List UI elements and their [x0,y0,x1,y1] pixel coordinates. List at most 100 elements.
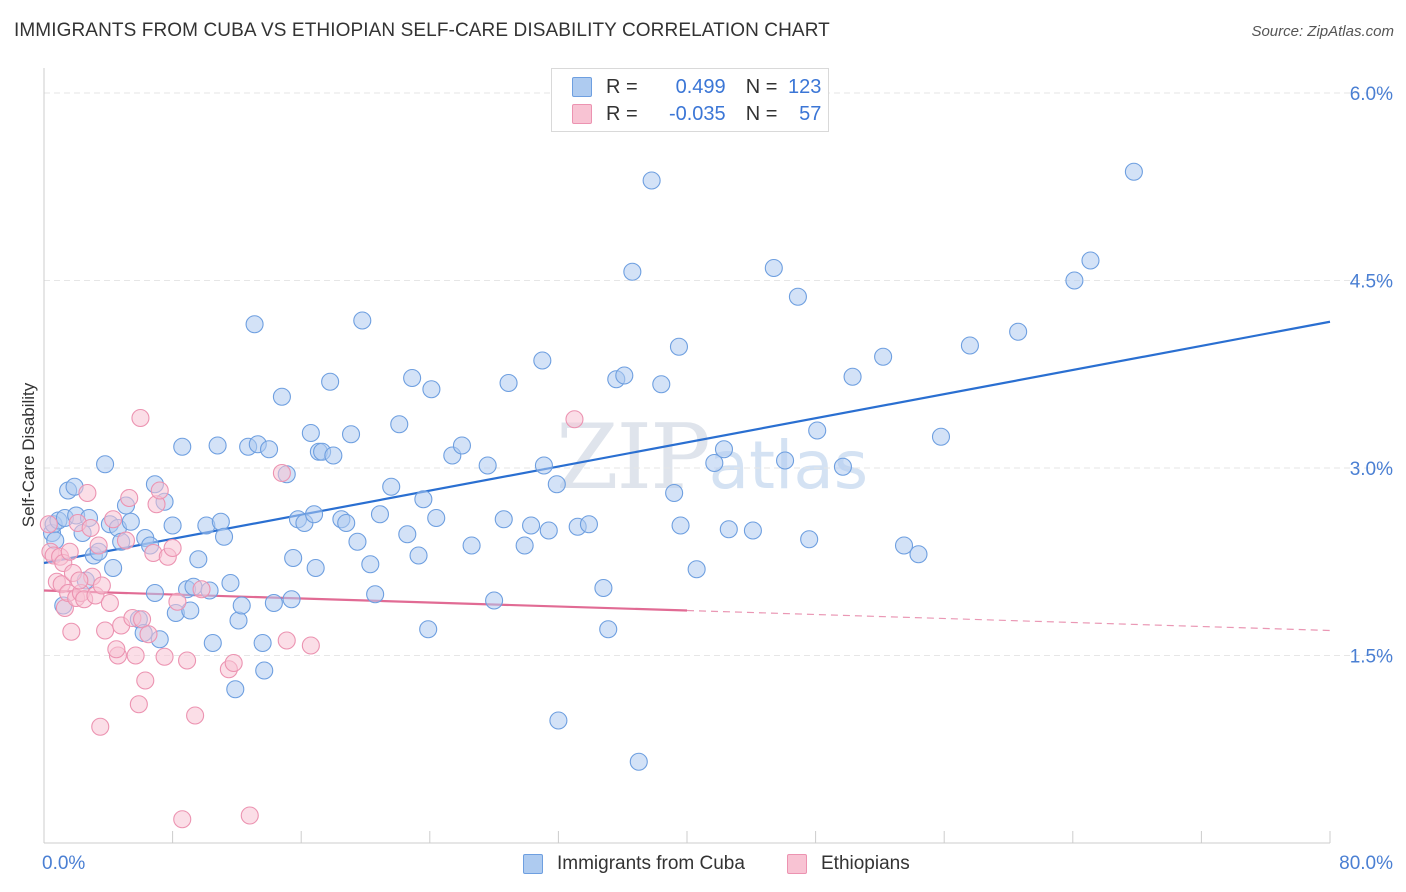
cuba-point [652,375,671,394]
x-tick-label-max: 80.0% [1339,853,1393,874]
cuba-point [403,368,422,388]
ethiopian-point [163,538,182,558]
cuba-point [533,351,552,370]
cuba-point [306,558,325,578]
ethiopian-point [240,806,259,825]
ethiopian-point [91,717,110,736]
ethiopian-point [100,593,119,613]
ethiopian-point [60,542,79,561]
ethiopian-point [92,576,111,595]
legend-label-cuba: Immigrants from Cuba [557,853,745,874]
cuba-point [547,475,566,494]
ethiopian-point [178,651,197,670]
ethiopian-point [81,518,100,538]
legend-n-value: 123 [788,75,822,98]
cuba-point [515,536,534,555]
legend-label-ethiopians: Ethiopians [821,853,910,874]
cuba-point [894,536,914,555]
cuba-point [282,590,301,609]
cuba-point [579,515,598,534]
ethiopian-point [155,647,174,666]
ethiopian-point [129,695,148,714]
cuba-point [776,451,795,470]
cuba-point [203,633,222,653]
cuba-point [163,516,182,535]
cuba-point [324,446,343,465]
legend-r-label: R = [606,75,638,98]
ethiopian-point [89,536,108,555]
cuba-point [348,532,367,551]
cuba-point [253,633,272,653]
ethiopian-point [301,636,320,655]
legend-item-ethiopians[interactable]: Ethiopians [787,852,910,876]
cuba-point [874,347,893,366]
cuba-point [337,513,356,533]
ethiopian-point [120,488,139,508]
ethiopian-point [272,463,291,483]
cuba-point [305,505,324,524]
cuba-point [629,752,648,771]
cuba-point [499,373,518,393]
cuba-point [245,315,264,334]
cuba-point [226,680,245,699]
ethiopian-point [173,810,192,829]
correlation-legend: R = 0.499 N = 123 R = -0.035 N = 57 [551,68,829,132]
cuba-point [478,456,497,475]
ethiopian-point [39,515,58,534]
cuba-point [255,661,274,680]
trend-line-solid [43,589,688,612]
trend-line [43,320,1331,565]
ethiopian-point [133,610,152,629]
axes [43,68,1331,844]
cuba-point [427,508,446,528]
cuba-point [833,457,852,476]
ethiopian-point [62,622,81,641]
cuba-point [705,453,724,473]
cuba-point [145,583,164,603]
legend-swatch-cuba [572,77,592,97]
ethiopian-point [565,410,584,429]
ethiopian-point [224,653,243,673]
cuba-point [623,262,642,281]
data-points [39,162,1143,829]
cuba-point [1009,322,1028,341]
x-tick-label-min: 0.0% [42,853,85,874]
cuba-point [211,512,230,531]
cuba-point [687,560,706,579]
legend-r-label: R = [606,102,638,125]
cuba-point [800,530,819,549]
cuba-point [232,596,251,615]
legend-swatch-ethiopians [572,104,592,124]
ethiopian-point [126,646,145,665]
cuba-point [534,456,553,475]
cuba-point [669,337,689,356]
legend-r-value: -0.035 [668,102,726,125]
cuba-point [1124,162,1143,181]
ethiopian-point [78,483,97,503]
ethiopian-point [104,510,123,529]
cuba-point [599,620,618,639]
cuba-point [665,483,684,503]
legend-item-cuba[interactable]: Immigrants from Cuba [523,852,745,876]
y-tick-label: 6.0% [1350,84,1393,105]
ethiopian-point [139,625,158,644]
source-label: Source: ZipAtlas.com [1251,23,1394,40]
cuba-point [788,287,807,306]
cuba-point [390,415,409,434]
cuba-point [321,372,340,391]
cuba-point [671,516,690,535]
ethiopian-point [168,592,187,611]
cuba-point [843,367,862,386]
legend-row-ethiopians: R = -0.035 N = 57 [572,102,821,126]
cuba-point [808,421,827,440]
cuba-point [419,620,438,639]
tick-labels: 1.5% 3.0% 4.5% 6.0% 0.0% 80.0% Self-Care Disab… [19,84,1393,874]
cuba-point [341,425,361,444]
cuba-point [743,521,762,540]
ethiopian-point [186,706,205,725]
ethiopian-point [96,621,115,640]
cuba-point [229,611,248,630]
cuba-point [414,490,433,509]
cuba-point [1065,271,1084,290]
cuba-point [370,505,390,524]
